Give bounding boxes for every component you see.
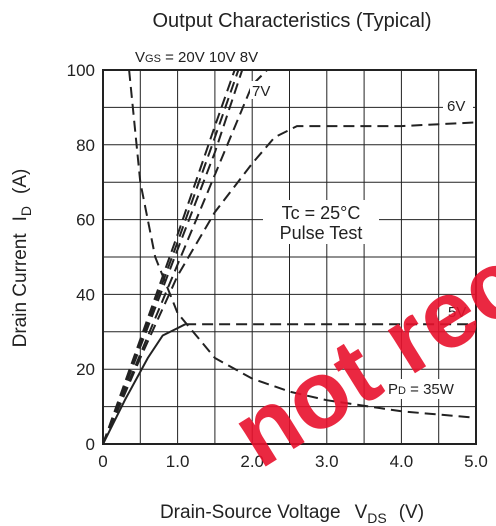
- watermark-text: not rec: [214, 227, 496, 487]
- x-tick-label: 5.0: [464, 452, 488, 471]
- chart-title: Output Characteristics (Typical): [153, 10, 432, 32]
- curve-10v: [103, 70, 240, 444]
- condition-pulse-test: Pulse Test: [280, 223, 363, 243]
- y-tick-label: 20: [76, 360, 95, 379]
- power-limit-label: PD = 35W: [388, 381, 455, 398]
- curve-5v: [103, 323, 186, 444]
- y-tick-label: 40: [76, 285, 95, 304]
- x-tick-label: 2.0: [240, 452, 264, 471]
- x-tick-label: 4.0: [390, 452, 414, 471]
- condition-temperature: Tc = 25°C: [282, 203, 361, 223]
- y-tick-label: 0: [86, 435, 95, 454]
- x-tick-label: 3.0: [315, 452, 339, 471]
- vgs-header-label: VGS = 20V 10V 8V: [135, 49, 258, 66]
- chart-curves: [103, 70, 476, 444]
- x-axis-label: Drain-Source Voltage VDS (V): [160, 502, 424, 526]
- y-tick-label: 80: [76, 136, 95, 155]
- curve-label-7v: 7V: [252, 83, 270, 100]
- tick-labels: 0 1.0 2.0 3.0 4.0 5.0 0 20 40 60 80 100: [67, 61, 488, 471]
- curve-6v: [103, 121, 476, 444]
- curve-label-5v: 5V: [448, 304, 466, 321]
- y-axis-label: Drain CurrentID(A): [10, 169, 34, 348]
- x-tick-label: 1.0: [166, 452, 190, 471]
- curve-label-6v: 6V: [447, 98, 465, 115]
- curve-8v: [103, 70, 244, 444]
- x-tick-label: 0: [98, 452, 107, 471]
- plot-frame: [102, 69, 477, 445]
- y-tick-label: 100: [67, 61, 95, 80]
- y-tick-label: 60: [76, 211, 95, 230]
- curve-pd-35w: [128, 70, 476, 419]
